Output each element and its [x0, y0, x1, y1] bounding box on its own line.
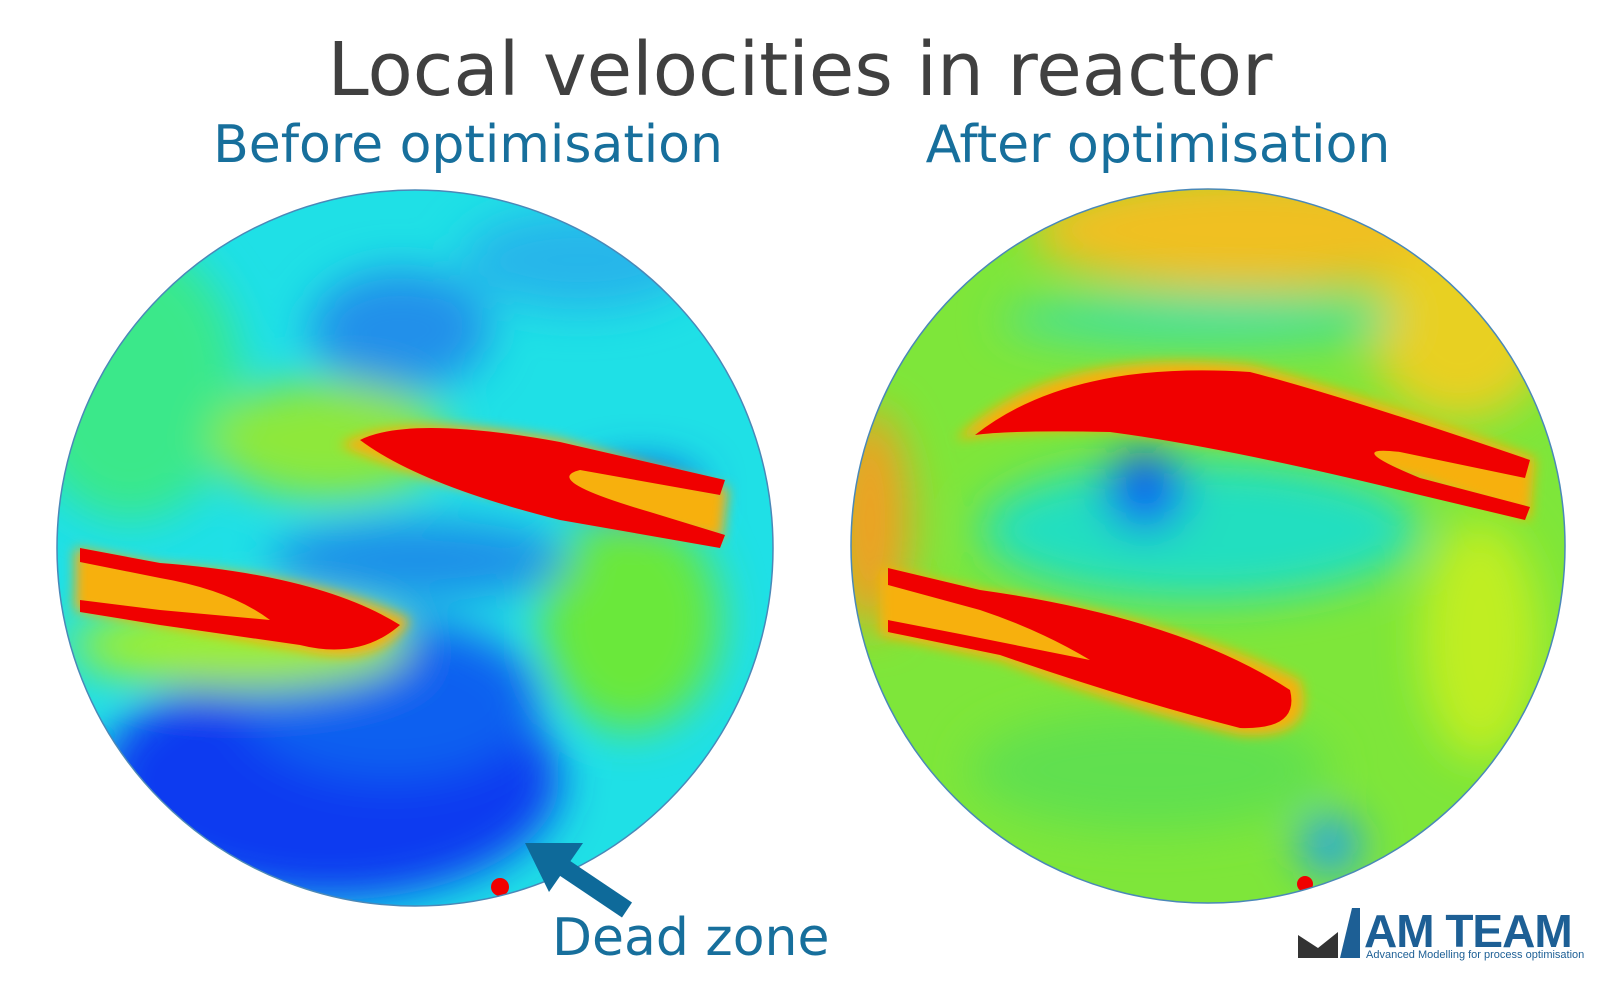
panel-label: After optimisation [926, 115, 1391, 175]
annotation-label: Dead zone [552, 908, 830, 968]
reactor-outline [56, 189, 774, 907]
logo: AM TEAM Advanced Modelling for process o… [1298, 905, 1584, 961]
slide-title: Local velocities in reactor [328, 27, 1274, 113]
annotation-arrow [525, 843, 633, 918]
contour-before [57, 190, 773, 906]
logo-tagline: Advanced Modelling for process optimisat… [1366, 949, 1584, 961]
logo-name: AM TEAM [1364, 905, 1572, 957]
contour-after [851, 189, 1565, 903]
reactor-outline [850, 188, 1566, 904]
panel-label: Before optimisation [213, 115, 723, 175]
